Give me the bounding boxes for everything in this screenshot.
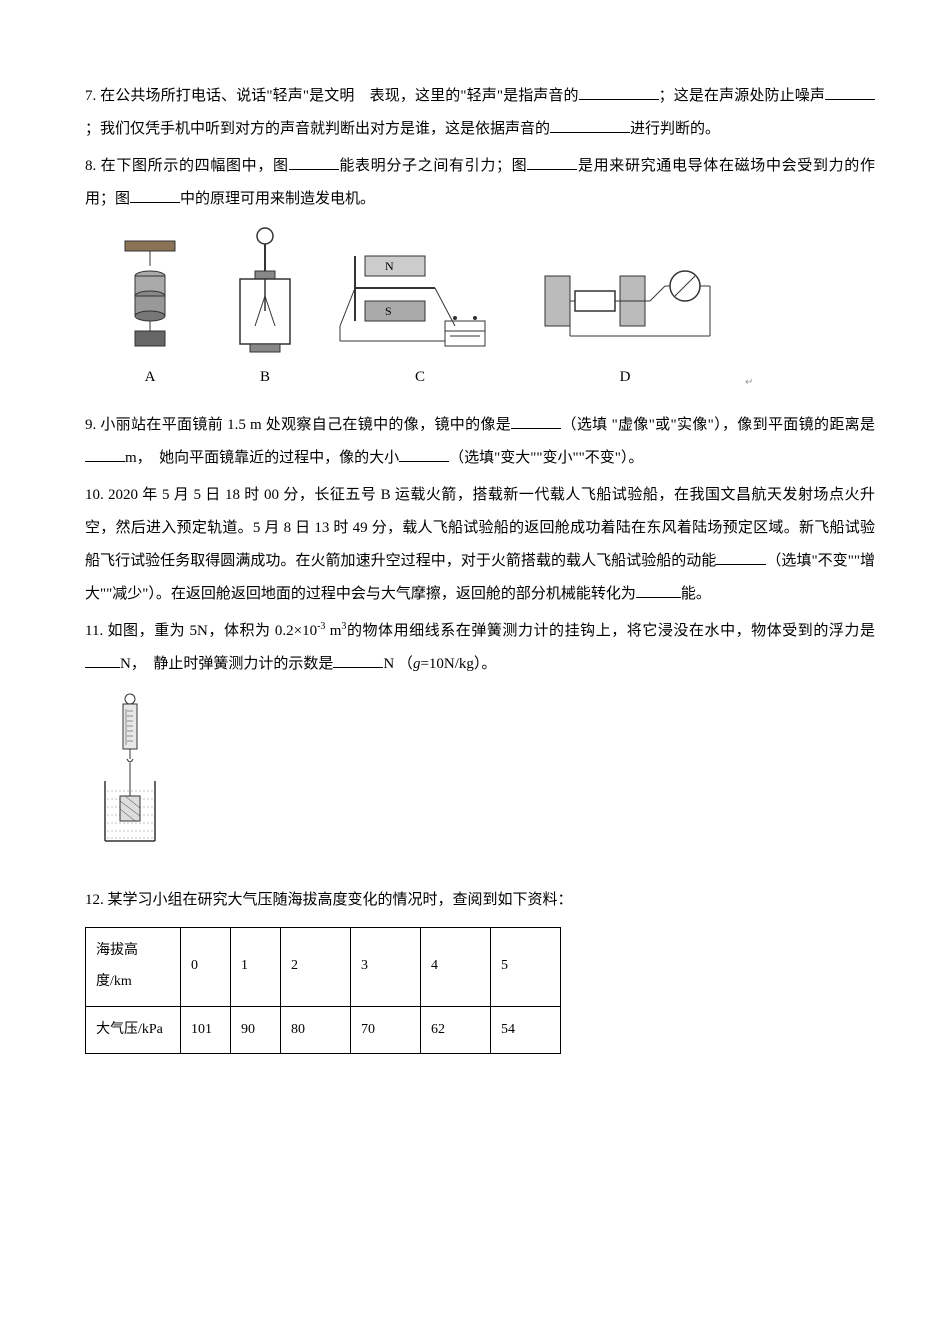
q9-text-3: m， 她向平面镜靠近的过程中，像的大小	[125, 450, 399, 466]
q12-intro: 12. 某学习小组在研究大气压随海拔高度变化的情况时，查阅到如下资料：	[85, 892, 573, 908]
q12-table: 海拔高度/km 0 1 2 3 4 5 大气压/kPa 101 90 80 70…	[85, 927, 561, 1054]
question-7: 7. 在公共场所打电话、说话"轻声"是文明 表现，这里的"轻声"是指声音的 ；这是…	[85, 80, 875, 146]
q7-blank-1[interactable]	[579, 82, 659, 100]
q10-blank-1[interactable]	[716, 547, 766, 565]
q11-text-3: 的物体用细线系在弹簧测力计的挂钩上，将它浸没在水中，物体受到的浮力是	[346, 623, 875, 639]
q11-text-5: N （	[383, 656, 413, 672]
question-9: 9. 小丽站在平面镜前 1.5 m 处观察自己在镜中的像，镜中的像是 （选填 "虚…	[85, 409, 875, 475]
q9-blank-3[interactable]	[399, 444, 449, 462]
q7-text-3: ；我们仅凭手机中听到对方的声音就判断出对方是谁，这是依据声音的	[85, 121, 550, 137]
table-cell: 62	[421, 1006, 491, 1054]
figure-d-image	[535, 256, 715, 356]
q11-blank-1[interactable]	[85, 650, 120, 668]
figure-b-image	[225, 226, 305, 356]
svg-text:N: N	[385, 259, 394, 273]
q11-text-4: N， 静止时弹簧测力计的示数是	[120, 656, 333, 672]
q7-blank-3[interactable]	[550, 115, 630, 133]
table-row-header: 海拔高度/km 0 1 2 3 4 5	[86, 928, 561, 1007]
figure-a: A	[105, 236, 195, 394]
q9-text-4: （选填"变大""变小""不变"）。	[449, 450, 643, 466]
q8-blank-3[interactable]	[130, 185, 180, 203]
q8-text-1: 8. 在下图所示的四幅图中，图	[85, 158, 289, 174]
figure-b-label: B	[260, 361, 270, 394]
figure-c: N S C	[335, 246, 505, 394]
table-row-data: 大气压/kPa 101 90 80 70 62 54	[86, 1006, 561, 1054]
q11-text-2: m	[325, 623, 341, 639]
question-10: 10. 2020 年 5 月 5 日 18 时 00 分，长征五号 B 运载火箭…	[85, 479, 875, 611]
q9-blank-1[interactable]	[511, 411, 561, 429]
q8-blank-1[interactable]	[289, 152, 339, 170]
q11-text-6: =10N/kg）。	[420, 656, 496, 672]
return-marker: ↵	[745, 372, 753, 394]
q11-blank-2[interactable]	[333, 650, 383, 668]
q10-blank-2[interactable]	[636, 580, 681, 598]
figure-d-label: D	[620, 361, 631, 394]
q11-text-1: 11. 如图，重为 5N，体积为 0.2×10	[85, 623, 317, 639]
table-cell: 90	[231, 1006, 281, 1054]
q9-blank-2[interactable]	[85, 444, 125, 462]
question-11: 11. 如图，重为 5N，体积为 0.2×10-3 m3的物体用细线系在弹簧测力…	[85, 615, 875, 681]
figure-c-label: C	[415, 361, 425, 394]
q9-text-2: （选填 "虚像"或"实像"），像到平面镜的距离是	[561, 417, 875, 433]
q8-text-2: 能表明分子之间有引力；图	[339, 158, 528, 174]
q8-text-4: 中的原理可用来制造发电机。	[180, 191, 375, 207]
table-cell: 54	[491, 1006, 561, 1054]
q7-blank-2[interactable]	[825, 82, 875, 100]
q7-text-1: 7. 在公共场所打电话、说话"轻声"是文明 表现，这里的"轻声"是指声音的	[85, 88, 579, 104]
q7-text-2: ；这是在声源处防止噪声	[659, 88, 825, 104]
figure-c-image: N S	[335, 246, 505, 356]
table-cell: 海拔高度/km	[86, 928, 181, 1007]
figure-d: D	[535, 256, 715, 394]
table-cell: 4	[421, 928, 491, 1007]
q10-text-3: 能。	[681, 586, 711, 602]
figure-b: B	[225, 226, 305, 394]
table-cell: 1	[231, 928, 281, 1007]
table-cell: 2	[281, 928, 351, 1007]
table-cell: 80	[281, 1006, 351, 1054]
table-cell: 70	[351, 1006, 421, 1054]
table-cell: 大气压/kPa	[86, 1006, 181, 1054]
q11-figure	[95, 691, 875, 864]
table-cell: 5	[491, 928, 561, 1007]
svg-text:S: S	[385, 304, 392, 318]
figure-a-image	[105, 236, 195, 356]
figure-a-label: A	[145, 361, 156, 394]
table-cell: 3	[351, 928, 421, 1007]
question-12: 12. 某学习小组在研究大气压随海拔高度变化的情况时，查阅到如下资料：	[85, 884, 875, 917]
table-cell: 0	[181, 928, 231, 1007]
q9-text-1: 9. 小丽站在平面镜前 1.5 m 处观察自己在镜中的像，镜中的像是	[85, 417, 511, 433]
q7-text-4: 进行判断的。	[630, 121, 720, 137]
table-cell: 101	[181, 1006, 231, 1054]
q8-blank-2[interactable]	[527, 152, 577, 170]
q8-figures: A B N S	[105, 226, 875, 394]
question-8: 8. 在下图所示的四幅图中，图能表明分子之间有引力；图是用来研究通电导体在磁场中…	[85, 150, 875, 216]
